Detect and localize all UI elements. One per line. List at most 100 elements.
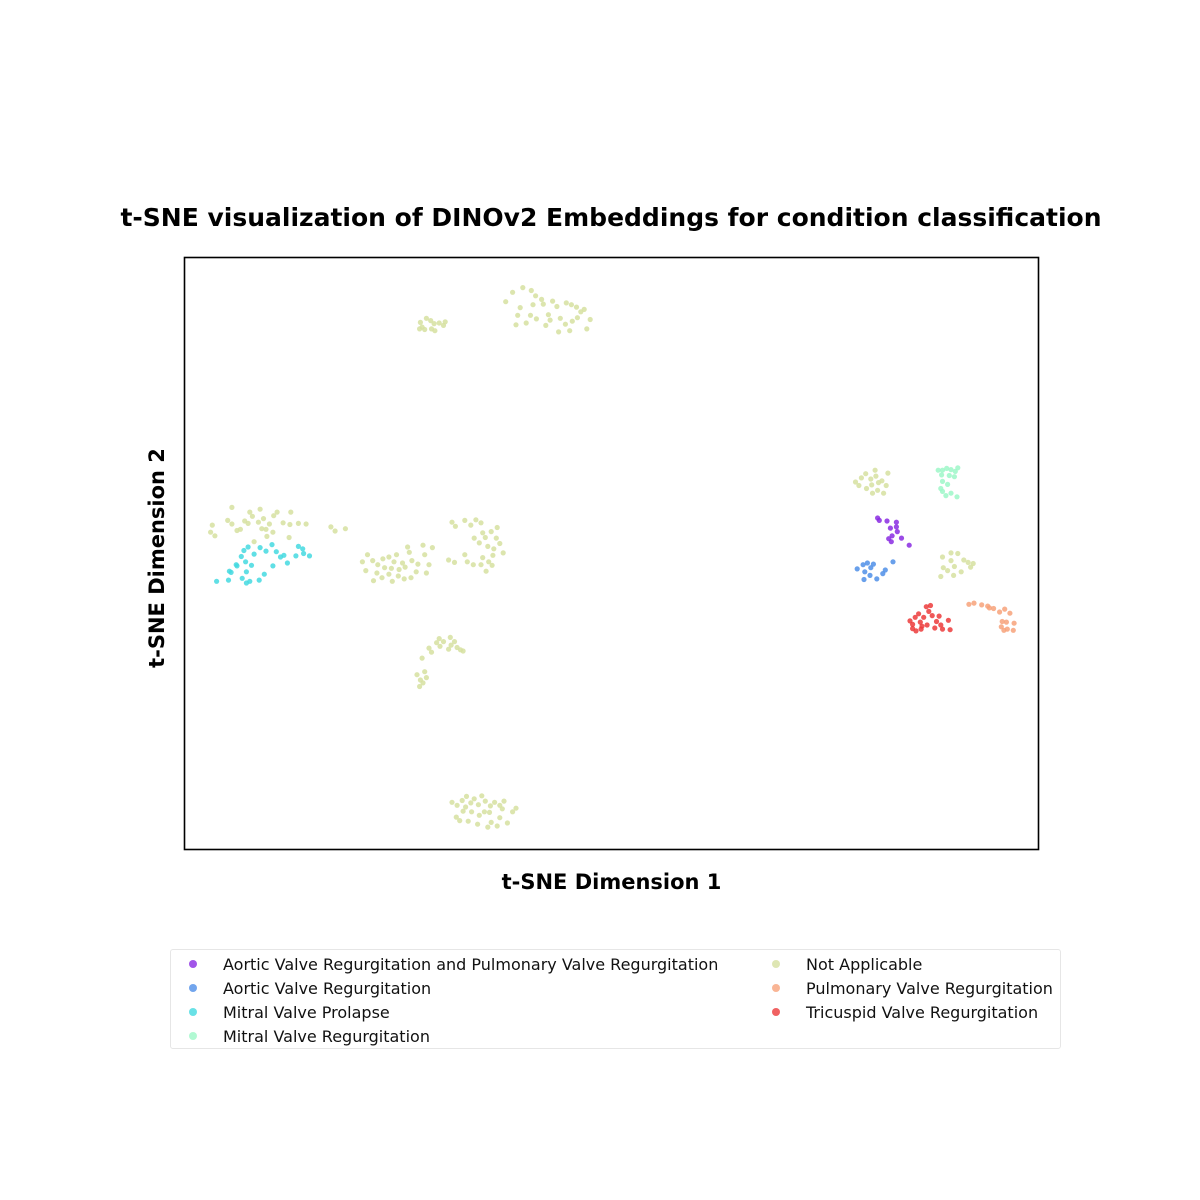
scatter-point [229,504,235,510]
scatter-point [271,513,277,519]
scatter-point [948,467,954,473]
scatter-point [263,548,269,554]
scatter-point [933,618,940,625]
scatter-point [408,575,414,581]
scatter-point [869,482,875,488]
scatter-point [486,559,492,565]
scatter-point [501,798,507,804]
scatter-point [382,565,388,571]
scatter-point [513,322,519,328]
scatter-point [261,571,267,577]
scatter-point [245,520,251,527]
scatter-point [247,509,253,515]
legend-marker [772,984,780,992]
chart-title: t-SNE visualization of DINOv2 Embeddings… [120,203,1102,232]
scatter-point [417,683,423,690]
scatter-point [581,306,587,312]
scatter-point [422,669,428,675]
scatter-point [295,520,301,527]
scatter-point [422,552,428,558]
scatter-point [243,569,249,575]
scatter-point [917,619,923,625]
scatter-point [527,312,534,318]
scatter-point [557,315,563,321]
scatter-point [918,626,924,632]
scatter-point [951,572,957,579]
scatter-point [274,509,280,515]
scatter-point [375,562,381,568]
scatter-point [852,479,859,485]
scatter-point [257,545,263,551]
scatter-point [872,467,878,473]
scatter-point [573,304,580,310]
scatter-point [938,573,944,580]
scatter-point [284,560,290,566]
legend-item: Mitral Valve Prolapse [171,1001,390,1023]
legend-label: Aortic Valve Regurgitation and Pulmonary… [223,954,719,974]
scatter-point [454,802,460,808]
scatter-point [539,296,545,302]
scatter-point [405,544,411,550]
scatter-point [991,605,997,612]
legend-item: Mitral Valve Regurgitation [171,1025,430,1047]
scatter-point [264,533,270,540]
scatter-point [426,562,432,568]
scatter-point [417,319,423,325]
scatter-point [923,604,929,610]
scatter-point [906,542,912,548]
scatter-point [287,521,293,528]
scatter-point [533,316,540,322]
scatter-point [409,558,415,564]
scatter-point [944,465,950,471]
scatter-point [391,559,397,565]
scatter-point [954,494,960,500]
scatter-point [939,554,946,560]
scatter-point [212,533,218,539]
scatter-point [554,303,560,310]
scatter-point [986,605,993,611]
scatter-point [263,526,269,532]
scatter-point [938,622,944,628]
scatter-point [238,553,244,560]
scatter-point [396,566,402,573]
scatter-point [475,802,481,808]
scatter-point [926,608,932,615]
scatter-point [478,520,484,526]
legend-marker [772,1008,780,1016]
scatter-point [515,312,521,318]
legend-item: Aortic Valve Regurgitation [171,977,431,999]
plot-frame [183,256,1040,851]
scatter-point [951,563,958,570]
scatter-point [556,329,562,335]
scatter-point [932,625,938,631]
scatter-point [473,517,479,523]
scatter-point [921,614,927,620]
scatter-point [426,645,432,651]
scatter-point [448,642,454,648]
scatter-point [938,485,944,492]
scatter-point [489,562,495,568]
scatter-point [419,655,425,661]
legend-marker [189,1032,197,1040]
scatter-point [406,549,412,555]
scatter-point [867,572,873,579]
scatter-point [423,675,429,681]
scatter-point [569,318,575,324]
scatter-point [413,569,419,575]
scatter-point [888,539,894,545]
legend-item: Tricuspid Valve Regurgitation [754,1001,1038,1023]
scatter-point [494,823,500,829]
scatter-point [945,568,951,574]
scatter-point [503,299,509,305]
scatter-point [500,550,506,556]
scatter-point [483,568,489,574]
scatter-point [270,529,276,535]
scatter-point [420,680,426,686]
scatter-point [208,529,214,535]
legend-item: Not Applicable [754,953,922,975]
scatter-point [862,569,868,575]
scatter-point [517,305,523,311]
scatter-point [457,818,463,824]
scatter-point [359,559,365,565]
